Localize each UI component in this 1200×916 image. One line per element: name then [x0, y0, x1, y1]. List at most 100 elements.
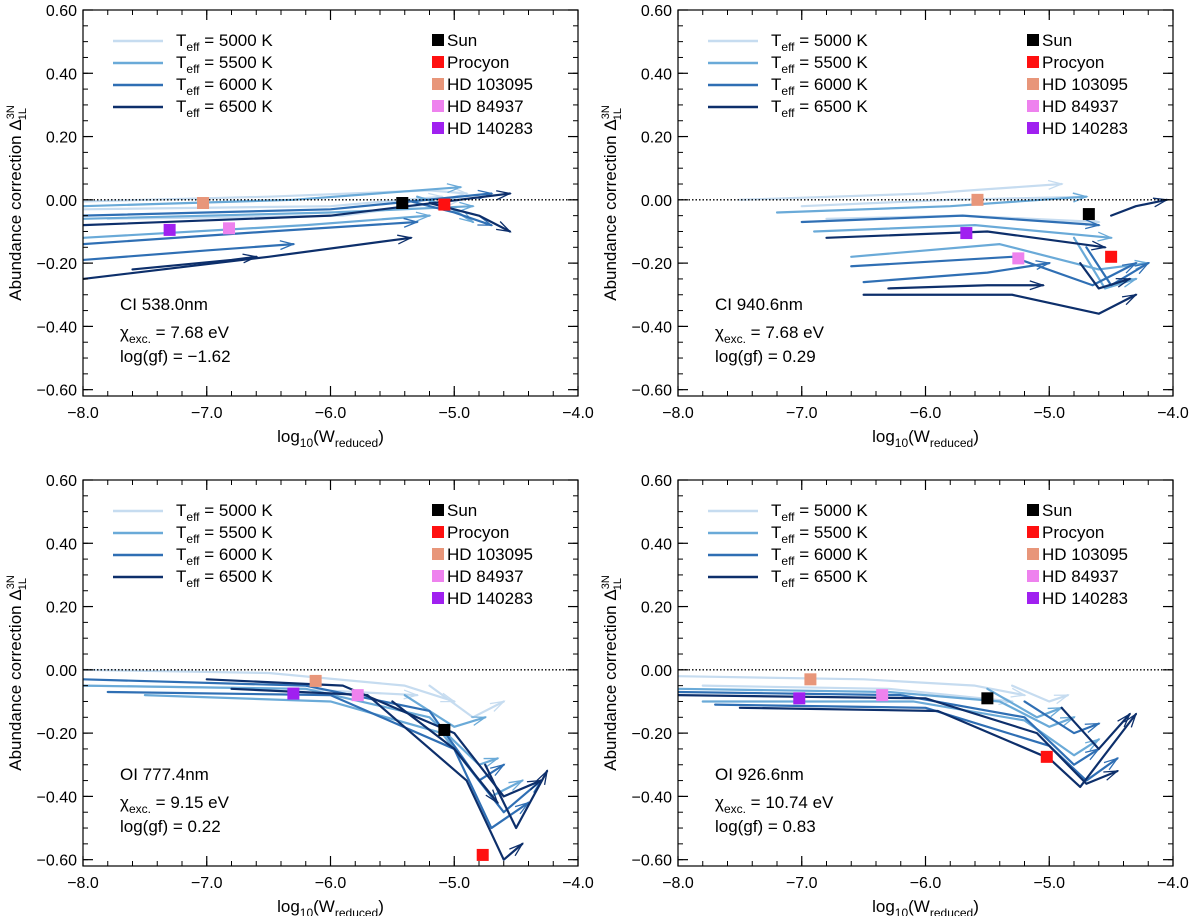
- star-marker-procyon: [1040, 750, 1053, 763]
- x-axis-label: log10(Wreduced): [872, 427, 979, 450]
- legend-star-marker-hd-103095: [432, 548, 444, 560]
- track-arrowhead: [1123, 712, 1138, 728]
- track-line: [678, 690, 1100, 766]
- track-line: [800, 214, 1100, 227]
- y-tick-label: −0.40: [37, 319, 78, 336]
- track-line: [678, 694, 1119, 785]
- legend-star-label: HD 140283: [1042, 119, 1128, 138]
- legend-star-label: HD 140283: [447, 119, 533, 138]
- track-arrowhead: [1047, 179, 1064, 190]
- legend-star-label: Procyon: [447, 53, 509, 72]
- star-marker-hd-84937: [223, 222, 236, 235]
- legend-star-marker-sun: [1027, 504, 1039, 516]
- track-line: [484, 763, 549, 830]
- track-arrowhead: [415, 211, 432, 222]
- x-tick-label: −7.0: [786, 875, 818, 892]
- x-axis-label: log10(Wreduced): [277, 427, 384, 450]
- track-arrowhead: [471, 716, 488, 726]
- track-line: [850, 243, 1150, 271]
- y-tick-label: 0.60: [641, 473, 672, 490]
- legend-teff-label: Teff = 5000 K: [771, 501, 868, 524]
- y-tick-label: −0.20: [37, 726, 78, 743]
- track-line: [131, 255, 258, 271]
- legend-star-label: HD 103095: [447, 75, 533, 94]
- y-axis-label: Abundance correction Δ3N1L: [5, 575, 29, 771]
- track-arrowhead: [483, 757, 500, 768]
- loggf-label: log(gf) = 0.22: [120, 817, 221, 836]
- legend-star-label: HD 140283: [1042, 589, 1128, 608]
- legend-star-label: Sun: [1042, 31, 1072, 50]
- track-arrowhead: [459, 201, 475, 212]
- legend-teff-label: Teff = 6500 K: [176, 97, 273, 120]
- y-tick-label: 0.00: [46, 663, 77, 680]
- legend-teff-label: Teff = 6500 K: [771, 567, 868, 590]
- track-line: [1023, 700, 1100, 735]
- excitation-energy-label: χexc. = 7.68 eV: [120, 323, 230, 346]
- x-tick-label: −7.0: [191, 405, 223, 422]
- star-marker-hd-84937: [1012, 252, 1025, 265]
- y-tick-label: 0.00: [641, 663, 672, 680]
- track-line: [887, 284, 1045, 290]
- tracks: [678, 675, 1138, 789]
- track-arrowhead: [1117, 712, 1132, 728]
- track-line: [986, 687, 1063, 719]
- legend-star-label: Procyon: [1042, 523, 1104, 542]
- track-arrowhead: [1121, 262, 1138, 274]
- y-tick-label: 0.20: [641, 600, 672, 617]
- track-arrowhead: [485, 789, 499, 805]
- track-arrowhead: [508, 779, 525, 792]
- x-tick-label: −8.0: [662, 405, 694, 422]
- y-tick-label: −0.40: [37, 789, 78, 806]
- track-line: [205, 678, 542, 798]
- legend-star-label: HD 140283: [447, 589, 533, 608]
- legend-star-label: HD 84937: [447, 97, 524, 116]
- y-tick-label: 0.40: [46, 536, 77, 553]
- track-line: [701, 700, 1100, 757]
- track-line: [403, 694, 487, 728]
- y-tick-label: 0.60: [46, 473, 77, 490]
- track-arrowhead: [242, 253, 259, 264]
- track-line: [1079, 262, 1131, 290]
- y-tick-label: −0.60: [37, 383, 78, 400]
- legend-star-marker-procyon: [1027, 56, 1039, 68]
- track-arrowhead: [490, 763, 506, 777]
- y-tick-label: −0.40: [632, 789, 673, 806]
- track-arrowhead: [1059, 716, 1076, 727]
- track-arrowhead: [514, 801, 531, 815]
- track-line: [230, 687, 524, 861]
- line-name-label: OI 777.4nm: [120, 765, 209, 784]
- panel-1: −8.0 −7.0 −6.0 −5.0 −4.0 0.60 0.40 0.20 0.00 −0.2…: [5, 3, 594, 450]
- y-tick-label: 0.20: [641, 130, 672, 147]
- track-arrowhead: [1085, 738, 1101, 751]
- x-tick-label: −5.0: [438, 405, 470, 422]
- track-line: [83, 214, 431, 239]
- legend-teff-label: Teff = 5500 K: [771, 53, 868, 76]
- legend-teff-label: Teff = 5500 K: [176, 523, 273, 546]
- y-tick-label: −0.20: [632, 726, 673, 743]
- x-tick-label: −4.0: [562, 405, 594, 422]
- star-marker-sun: [981, 692, 994, 705]
- legend-star-label: HD 84937: [447, 567, 524, 586]
- star-marker-procyon: [438, 198, 451, 211]
- track-arrowhead: [496, 221, 512, 233]
- track-arrowhead: [1103, 770, 1120, 781]
- track-line: [850, 255, 1137, 287]
- x-tick-label: −6.0: [910, 875, 942, 892]
- track-line: [83, 668, 456, 703]
- y-tick-label: −0.20: [37, 256, 78, 273]
- legend-star-label: Procyon: [1042, 53, 1104, 72]
- y-tick-label: 0.40: [641, 66, 672, 83]
- track-arrowhead: [1121, 293, 1138, 306]
- x-tick-label: −5.0: [1033, 405, 1065, 422]
- legend-star-label: Sun: [447, 31, 477, 50]
- x-tick-label: −6.0: [315, 405, 347, 422]
- excitation-energy-label: χexc. = 7.68 eV: [715, 323, 825, 346]
- line-name-label: CI 538.0nm: [120, 295, 208, 314]
- track-arrowhead: [403, 217, 420, 228]
- track-arrowhead: [1035, 260, 1052, 271]
- y-tick-label: −0.60: [632, 853, 673, 870]
- line-name-label: CI 940.6nm: [715, 295, 803, 314]
- legend-star-marker-hd-103095: [432, 78, 444, 90]
- line-name-label: OI 926.6nm: [715, 765, 804, 784]
